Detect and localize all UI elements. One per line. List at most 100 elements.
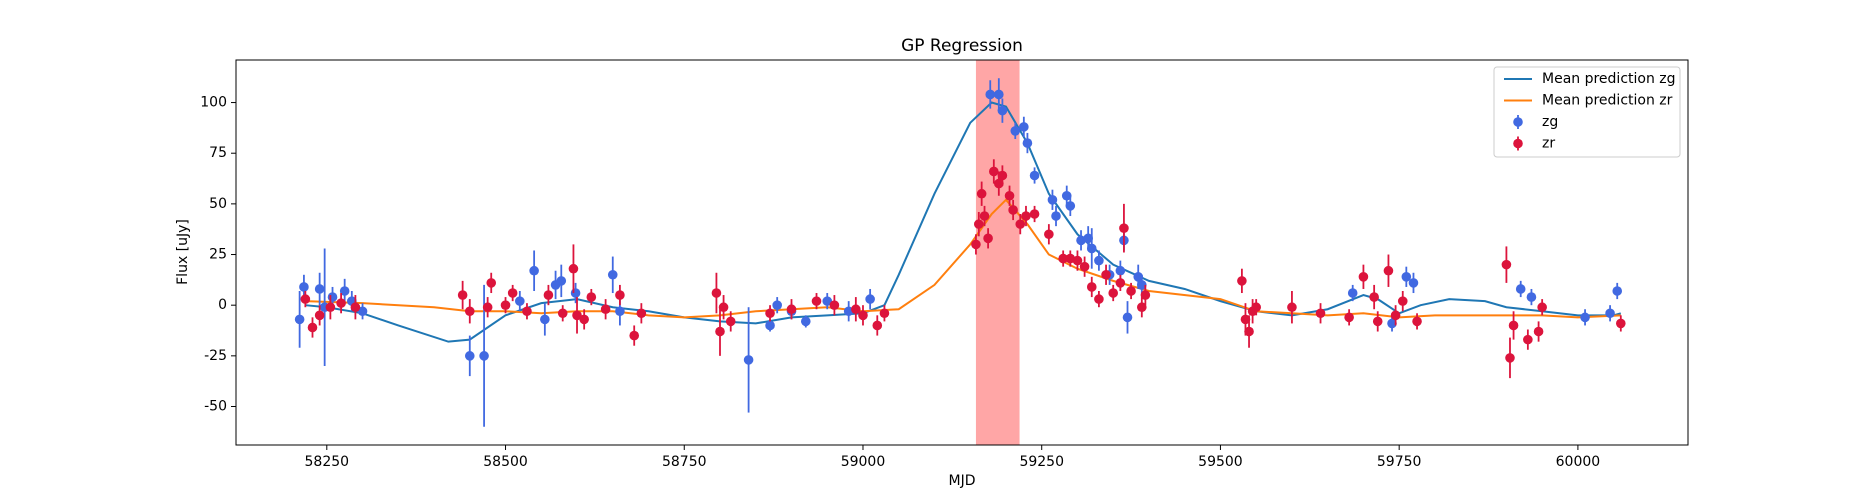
data-point [971,239,981,250]
highlight-span [975,60,1020,445]
data-point [586,292,597,302]
data-point [636,308,647,319]
data-point [1086,282,1097,292]
data-point [543,290,554,300]
legend-label: zr [1542,136,1555,152]
data-point [822,296,833,306]
legend-marker [1513,138,1523,149]
data-point [1072,255,1083,266]
data-point [858,310,868,321]
data-point [772,300,782,310]
data-point [1004,190,1015,201]
data-point [482,302,493,313]
data-point [711,288,722,298]
data-point [1372,316,1383,327]
data-point [1094,255,1104,266]
data-point [1008,205,1018,215]
x-tick-label: 60000 [1556,454,1601,470]
data-point [572,310,582,321]
data-point [1115,278,1126,288]
data-point [1533,326,1544,337]
data-point [879,308,890,319]
data-point [1094,294,1104,304]
data-point [994,178,1004,189]
data-point [1358,272,1369,282]
data-point [600,304,611,315]
data-point [336,298,346,308]
data-point [1119,223,1129,233]
data-point [1605,308,1615,319]
data-point [1047,195,1058,205]
data-point [607,269,618,280]
x-tick-label: 58500 [483,454,528,470]
data-point [1051,211,1061,221]
data-point [1058,253,1068,264]
data-point [1115,265,1126,276]
x-tick-label: 59250 [1019,454,1064,470]
data-point [325,302,336,313]
data-point [1137,302,1147,313]
data-point [507,288,518,298]
data-point [540,314,550,325]
data-point [300,294,311,304]
data-point [997,105,1008,116]
data-point [985,89,996,100]
y-tick-label: -50 [204,399,227,415]
data-point [1251,302,1261,313]
data-point [314,284,325,294]
plot-frame [235,59,1689,446]
data-point [1615,318,1626,329]
data-point [800,316,811,327]
data-point [1065,201,1076,211]
data-point [479,351,489,361]
legend-marker [1513,117,1523,127]
data-point [464,306,475,317]
data-point [1515,284,1526,294]
data-point [1126,286,1136,296]
data-point [1505,353,1515,363]
data-point [1390,310,1401,321]
data-point [629,330,640,341]
legend-label: Mean prediction zg [1542,71,1676,87]
data-point [1079,261,1090,272]
data-point [851,304,861,315]
data-point [1408,278,1419,288]
data-point [486,278,497,288]
data-point [557,308,568,319]
data-point [1501,259,1512,270]
data-point [464,351,475,361]
x-axis-label: MJD [949,473,976,489]
data-point [350,302,361,313]
data-point [457,290,468,300]
y-tick-label: 50 [209,196,227,212]
y-tick-label: 25 [209,247,227,263]
data-point [556,276,567,286]
data-point [1397,296,1408,306]
data-point [974,219,984,229]
plot-area [294,78,1626,427]
data-point [568,263,579,274]
data-point [989,166,999,177]
data-point [1061,190,1072,201]
data-point [1369,292,1379,302]
data-point [1108,288,1119,298]
x-tick-label: 59500 [1198,454,1243,470]
data-point [983,233,993,244]
data-point [979,211,990,221]
data-point [1287,302,1297,313]
data-point [1133,272,1144,282]
data-point [327,292,338,302]
data-point [357,306,368,317]
data-point [1101,269,1111,280]
data-point [1344,312,1354,323]
data-point [765,320,775,331]
data-point [1523,334,1533,345]
data-point [1237,276,1247,286]
data-point [615,306,625,317]
data-point [1580,312,1590,323]
data-point [718,302,729,313]
y-tick-label: 100 [200,95,227,111]
legend-box [1493,66,1681,158]
data-point [865,294,875,304]
